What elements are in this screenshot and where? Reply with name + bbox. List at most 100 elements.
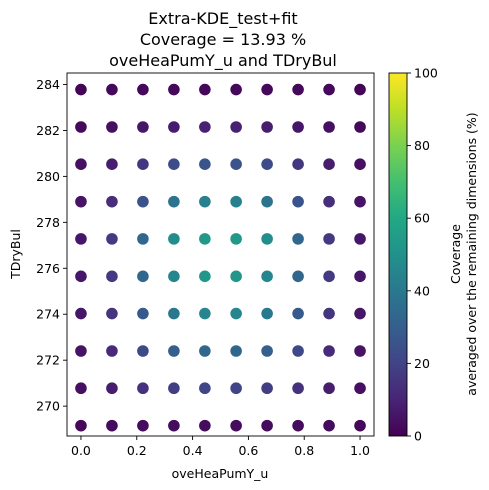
colorbar-ticks: 0 20 40 60 80 100 bbox=[407, 66, 438, 444]
scatter-point bbox=[168, 307, 180, 320]
scatter-point bbox=[137, 270, 149, 283]
scatter-point bbox=[137, 307, 149, 320]
colorbar-label-line-2: averaged over the remaining dimensions (… bbox=[464, 112, 479, 395]
scatter-point bbox=[230, 158, 242, 171]
scatter-point bbox=[75, 307, 87, 320]
scatter-point bbox=[292, 121, 304, 133]
chart-title-line-2: Coverage = 13.93 % bbox=[140, 30, 306, 49]
y-tick-label: 282 bbox=[36, 123, 60, 138]
scatter-point bbox=[75, 345, 87, 357]
scatter-point bbox=[168, 158, 180, 171]
y-axis-ticks: 270 272 274 276 278 280 282 284 bbox=[36, 77, 67, 414]
x-tick-label: 0.2 bbox=[127, 443, 147, 458]
y-tick-label: 274 bbox=[36, 307, 60, 322]
scatter-point bbox=[168, 345, 180, 357]
scatter-point bbox=[354, 307, 366, 320]
scatter-point bbox=[199, 307, 211, 320]
scatter-point bbox=[137, 158, 149, 171]
x-tick-label: 0.6 bbox=[238, 443, 258, 458]
scatter-point bbox=[323, 345, 335, 357]
scatter-point bbox=[292, 270, 304, 283]
chart-title-line-3: oveHeaPumY_u and TDryBul bbox=[109, 51, 337, 71]
scatter-point bbox=[292, 233, 304, 245]
scatter-point bbox=[292, 419, 304, 432]
colorbar-tick-label: 0 bbox=[414, 429, 422, 444]
scatter-point bbox=[199, 382, 211, 395]
colorbar-label-line-1: Coverage bbox=[448, 224, 463, 284]
y-tick-label: 270 bbox=[36, 399, 60, 414]
scatter-point bbox=[261, 158, 273, 171]
scatter-point bbox=[168, 83, 180, 96]
colorbar bbox=[388, 72, 408, 437]
x-axis-ticks: 0.0 0.2 0.4 0.6 0.8 1.0 bbox=[71, 436, 370, 458]
scatter-point bbox=[137, 233, 149, 245]
scatter-point bbox=[261, 83, 273, 96]
x-axis-label: oveHeaPumY_u bbox=[172, 466, 269, 481]
y-axis-label: TDryBul bbox=[8, 229, 23, 280]
colorbar-tick-label: 60 bbox=[414, 211, 430, 226]
scatter-point bbox=[230, 83, 242, 96]
scatter-point bbox=[323, 307, 335, 320]
scatter-point bbox=[199, 270, 211, 283]
colorbar-tick-label: 80 bbox=[414, 138, 430, 153]
scatter-point bbox=[199, 83, 211, 96]
scatter-point bbox=[199, 158, 211, 171]
scatter-point bbox=[75, 158, 87, 171]
x-tick-label: 0.8 bbox=[294, 443, 314, 458]
scatter-point bbox=[230, 270, 242, 283]
scatter-point bbox=[354, 382, 366, 395]
scatter-point bbox=[261, 270, 273, 283]
scatter-point bbox=[261, 121, 273, 133]
scatter-point bbox=[75, 83, 87, 96]
scatter-point bbox=[230, 195, 242, 208]
scatter-point bbox=[168, 233, 180, 245]
scatter-point bbox=[230, 345, 242, 357]
scatter-point bbox=[106, 83, 118, 96]
scatter-point bbox=[323, 419, 335, 432]
scatter-point bbox=[137, 121, 149, 133]
scatter-point bbox=[199, 419, 211, 432]
scatter-point bbox=[292, 345, 304, 357]
scatter-point bbox=[292, 83, 304, 96]
scatter-point bbox=[106, 270, 118, 283]
scatter-point bbox=[106, 419, 118, 432]
scatter-point bbox=[137, 382, 149, 395]
scatter-point bbox=[75, 270, 87, 283]
scatter-point bbox=[230, 233, 242, 245]
scatter-point bbox=[230, 419, 242, 432]
scatter-point bbox=[354, 195, 366, 208]
scatter-point bbox=[75, 195, 87, 208]
scatter-point bbox=[168, 382, 180, 395]
scatter-point bbox=[137, 419, 149, 432]
scatter-point bbox=[106, 307, 118, 320]
scatter-point bbox=[354, 83, 366, 96]
scatter-point bbox=[168, 195, 180, 208]
scatter-point bbox=[106, 195, 118, 208]
scatter-point bbox=[168, 121, 180, 133]
scatter-point bbox=[106, 121, 118, 133]
plot-frame bbox=[66, 72, 375, 437]
scatter-point bbox=[292, 382, 304, 395]
scatter-point bbox=[137, 195, 149, 208]
scatter-point bbox=[323, 83, 335, 96]
chart-title-line-1: Extra-KDE_test+fit bbox=[148, 9, 297, 29]
scatter-point bbox=[199, 345, 211, 357]
scatter-point bbox=[261, 419, 273, 432]
scatter-point bbox=[323, 195, 335, 208]
scatter-point bbox=[199, 233, 211, 245]
scatter-point bbox=[75, 419, 87, 432]
scatter-point bbox=[75, 382, 87, 395]
scatter-point bbox=[106, 382, 118, 395]
scatter-point bbox=[323, 121, 335, 133]
scatter-point bbox=[106, 158, 118, 171]
scatter-point bbox=[75, 121, 87, 133]
scatter-point bbox=[137, 345, 149, 357]
x-tick-label: 1.0 bbox=[350, 443, 370, 458]
scatter-point bbox=[292, 158, 304, 171]
scatter-point bbox=[354, 158, 366, 171]
scatter-point bbox=[75, 233, 87, 245]
x-tick-label: 0.4 bbox=[183, 443, 203, 458]
scatter-point bbox=[323, 233, 335, 245]
x-tick-label: 0.0 bbox=[71, 443, 91, 458]
